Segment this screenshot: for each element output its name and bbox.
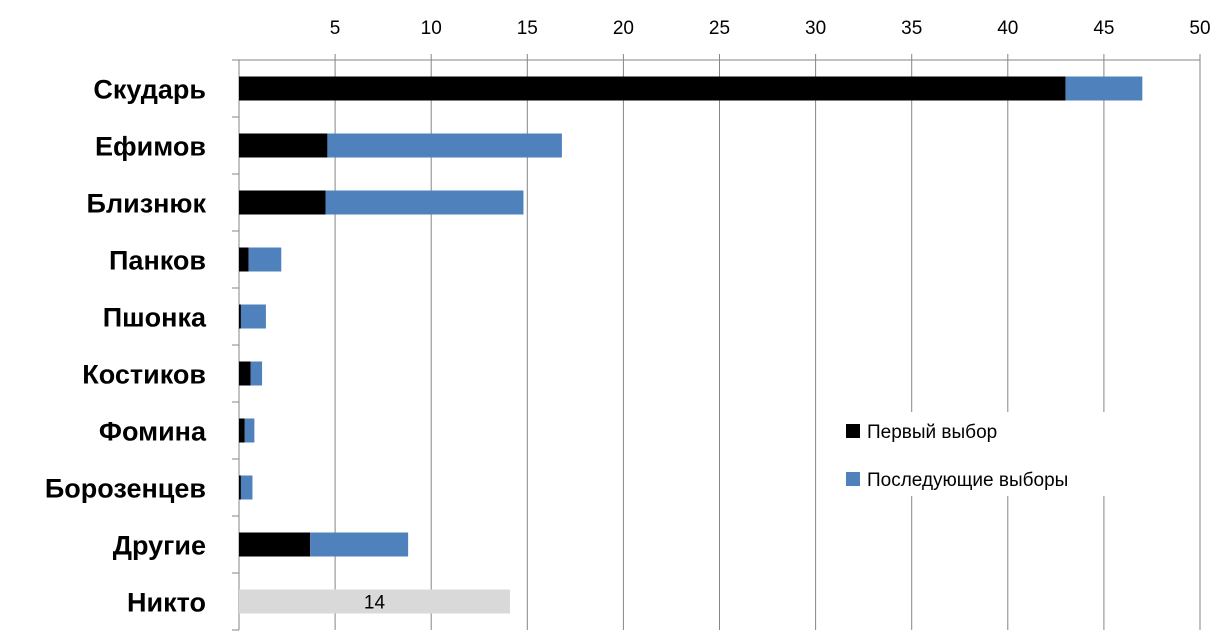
bar	[248, 247, 282, 272]
data-label: 5	[278, 137, 289, 158]
x-tick-label: 45	[1093, 18, 1114, 39]
bar	[239, 475, 241, 500]
bar	[1065, 76, 1143, 101]
bar	[244, 418, 255, 443]
bar	[239, 247, 249, 272]
x-tick-label: 35	[901, 18, 922, 39]
x-tick-label: 40	[997, 18, 1018, 39]
x-tick-label: 15	[517, 18, 538, 39]
bar	[310, 532, 409, 557]
category-label: Близнюк	[87, 189, 207, 219]
bar	[240, 304, 266, 329]
category-label: Скударь	[93, 75, 206, 105]
legend: Первый выбор Последующие выборы	[846, 422, 1068, 491]
data-label: 4	[269, 536, 280, 557]
data-label: 43	[642, 80, 663, 101]
x-tick-labels: 5 10 15 20 25 30 35 40 45 50	[330, 18, 1211, 39]
data-labels: 43 5 4 4 14	[269, 80, 663, 614]
x-tick-label: 30	[805, 18, 826, 39]
bar	[239, 418, 245, 443]
category-label: Ефимов	[95, 132, 206, 162]
legend-label-first: Первый выбор	[867, 422, 997, 443]
x-tick-label: 50	[1189, 18, 1210, 39]
bar	[239, 190, 326, 215]
legend-background	[836, 412, 1136, 496]
bar	[327, 133, 562, 158]
bar	[239, 76, 1066, 101]
bar	[239, 133, 328, 158]
x-tick-label: 25	[709, 18, 730, 39]
category-label: Другие	[113, 531, 206, 561]
x-tick-label: 5	[330, 18, 341, 39]
category-label: Борозенцев	[45, 474, 206, 504]
category-label: Панков	[109, 246, 206, 276]
bar	[240, 475, 253, 500]
bar	[239, 589, 511, 614]
bar	[239, 361, 251, 386]
legend-label-subsequent: Последующие выборы	[867, 470, 1068, 491]
x-tick-label: 20	[613, 18, 634, 39]
category-label: Фомина	[99, 417, 207, 447]
category-label: Костиков	[82, 360, 206, 390]
bar	[239, 532, 311, 557]
bar	[250, 361, 263, 386]
category-label: Никто	[127, 588, 206, 618]
bar	[325, 190, 524, 215]
x-tick-label: 10	[421, 18, 442, 39]
legend-swatch-subsequent	[846, 472, 860, 486]
data-label: 4	[277, 194, 288, 215]
data-label: 14	[364, 593, 386, 614]
category-labels: Скударь Ефимов Близнюк Панков Пшонка Костиков…	[45, 75, 207, 618]
legend-swatch-first	[846, 424, 860, 438]
category-label: Пшонка	[103, 303, 207, 333]
bars	[239, 76, 1143, 614]
bar	[239, 304, 241, 329]
